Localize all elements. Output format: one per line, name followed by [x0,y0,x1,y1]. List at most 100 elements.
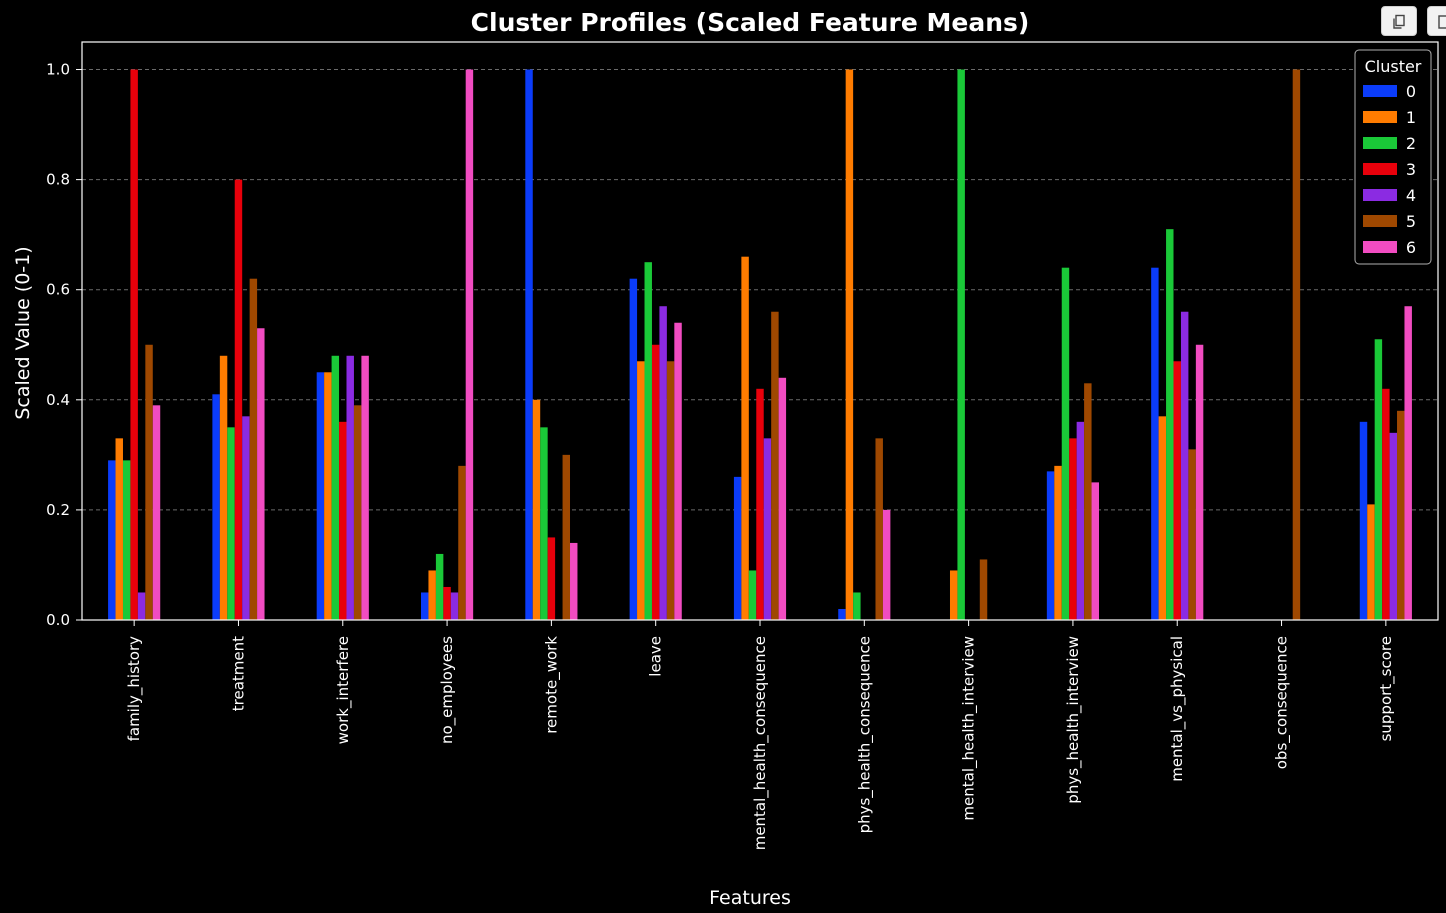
bar-cluster-2-support_score [1374,339,1383,620]
bar-cluster-5-mental_vs_physical [1188,449,1196,620]
export-button[interactable] [1427,6,1446,36]
x-tick-label: no_employees [438,636,457,744]
legend-label: 2 [1406,134,1416,153]
bar-cluster-3-mental_vs_physical [1173,361,1181,620]
bar-cluster-5-phys_health_consequence [875,438,883,620]
bar-cluster-3-no_employees [443,586,451,620]
bar-cluster-2-phys_health_consequence [853,592,861,620]
bar-cluster-6-leave [674,322,682,620]
bar-cluster-1-support_score [1367,504,1375,620]
legend-box [1354,49,1432,265]
bar-cluster-0-phys_health_interview [1046,471,1055,620]
bar-cluster-3-support_score [1382,388,1390,620]
copy-icon [1393,14,1405,29]
bar-cluster-1-remote_work [532,399,541,620]
y-tick-label: 0.6 [46,281,70,299]
x-tick-label: phys_health_consequence [855,636,874,833]
legend-swatch-2 [1363,137,1397,149]
legend-swatch-5 [1363,215,1397,227]
legend-swatch-6 [1363,241,1397,253]
bar-cluster-4-mental_vs_physical [1180,311,1189,620]
bar-cluster-6-phys_health_interview [1091,482,1099,620]
legend-swatch-0 [1363,85,1397,97]
bar-cluster-1-work_interfere [324,372,332,620]
legend-swatch-4 [1363,189,1397,201]
x-tick-label: remote_work [542,636,561,734]
bar-cluster-2-mental_health_interview [957,69,965,621]
copy-button[interactable] [1381,6,1417,36]
bar-cluster-3-mental_health_consequence [756,388,764,620]
y-tick-label: 0.8 [46,171,70,189]
bar-cluster-3-phys_health_interview [1069,438,1077,620]
bar-cluster-4-work_interfere [346,355,354,620]
bar-cluster-2-remote_work [540,427,548,620]
bar-cluster-6-mental_vs_physical [1195,344,1204,620]
bar-cluster-0-support_score [1359,421,1368,620]
legend-label: 4 [1406,186,1416,205]
bar-cluster-6-mental_health_consequence [778,377,787,620]
bar-cluster-0-phys_health_consequence [838,608,846,620]
x-tick-label: leave [647,636,665,677]
bar-cluster-6-family_history [152,405,161,620]
bar-cluster-5-phys_health_interview [1084,383,1092,620]
bar-cluster-0-family_history [108,460,116,620]
x-tick-label: phys_health_interview [1064,636,1083,804]
bar-cluster-6-phys_health_consequence [882,509,891,620]
bar-cluster-5-remote_work [562,454,571,620]
bar-cluster-0-mental_health_consequence [733,476,742,620]
x-tick-label: obs_consequence [1273,636,1292,769]
y-tick-label: 0.4 [46,391,70,409]
x-tick-label: work_interfere [334,636,353,744]
bar-cluster-4-mental_health_consequence [763,438,772,620]
legend-swatch-3 [1363,163,1397,175]
bar-cluster-5-support_score [1397,410,1405,620]
bar-cluster-2-mental_vs_physical [1166,229,1174,620]
bar-cluster-1-mental_vs_physical [1158,416,1167,620]
bar-cluster-2-leave [644,262,652,620]
bar-cluster-4-no_employees [450,592,459,620]
bar-cluster-1-family_history [115,438,123,620]
bar-cluster-4-support_score [1389,432,1398,620]
x-tick-label: mental_vs_physical [1168,636,1187,782]
bar-cluster-1-mental_health_interview [949,570,958,620]
bar-cluster-4-treatment [242,416,250,620]
bar-cluster-3-treatment [234,179,243,620]
x-tick-label: mental_health_consequence [751,636,770,850]
bar-cluster-0-no_employees [421,592,429,620]
x-tick-label: family_history [125,636,144,742]
bar-cluster-5-treatment [249,278,258,620]
bar-cluster-2-work_interfere [331,355,340,620]
bar-cluster-2-no_employees [435,553,444,620]
bar-cluster-3-family_history [130,69,138,621]
bar-cluster-3-work_interfere [339,421,347,620]
bar-cluster-6-remote_work [570,542,578,620]
bar-cluster-5-leave [666,361,675,620]
legend-label: 0 [1406,82,1416,101]
legend-title: Cluster [1365,57,1422,76]
bar-cluster-2-phys_health_interview [1061,267,1070,620]
bar-cluster-6-work_interfere [361,355,369,620]
bar-cluster-3-leave [651,344,660,620]
bar-cluster-1-no_employees [428,570,436,620]
legend-label: 1 [1406,108,1416,127]
plot-frame [81,41,1439,621]
bar-cluster-4-leave [659,306,667,620]
y-tick-label: 1.0 [46,61,70,79]
legend-swatch-1 [1363,111,1397,123]
x-tick-label: mental_health_interview [960,636,979,821]
y-tick-label: 0.2 [46,501,70,519]
bar-cluster-5-mental_health_consequence [771,311,779,620]
y-tick-label: 0.0 [46,611,70,629]
legend-label: 3 [1406,160,1416,179]
bar-cluster-4-phys_health_interview [1076,421,1085,620]
bar-cluster-1-mental_health_consequence [741,256,749,620]
bar-cluster-2-family_history [122,460,131,620]
x-tick-label: treatment [229,636,247,711]
bar-cluster-5-obs_consequence [1292,69,1301,621]
bar-cluster-1-phys_health_consequence [845,69,854,621]
y-axis-label: Scaled Value (0-1) [12,246,34,419]
bar-cluster-2-treatment [227,427,235,620]
bar-cluster-0-leave [629,278,638,620]
bar-cluster-0-treatment [212,394,220,620]
x-axis-label: Features [709,887,791,909]
